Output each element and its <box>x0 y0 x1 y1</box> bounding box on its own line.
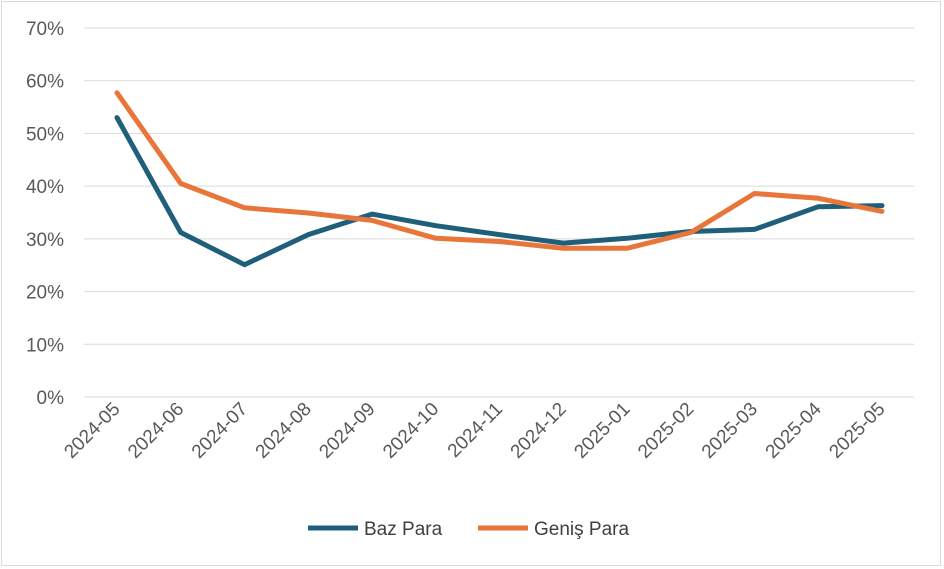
y-axis-tick-labels: 0% 10% 20% 30% 40% 50% 60% 70% <box>26 19 64 409</box>
y-tick-label: 0% <box>37 388 65 409</box>
grid-lines <box>84 27 914 398</box>
x-tick-label: 2024-07 <box>188 399 252 463</box>
y-tick-label: 30% <box>26 230 64 251</box>
x-tick-label: 2025-01 <box>570 399 634 463</box>
y-tick-label: 10% <box>26 335 64 356</box>
y-tick-label: 50% <box>26 124 64 145</box>
x-tick-label: 2024-05 <box>60 399 124 463</box>
x-tick-label: 2025-02 <box>634 399 698 463</box>
series-line-genis-para <box>114 90 885 251</box>
x-tick-label: 2024-10 <box>379 399 443 463</box>
x-tick-label: 2025-03 <box>698 399 762 463</box>
legend-label-genis-para: Geniş Para <box>534 519 629 540</box>
series-lines <box>114 90 885 268</box>
series-line-baz-para <box>114 115 885 268</box>
y-tick-label: 60% <box>26 72 64 93</box>
x-tick-label: 2025-05 <box>825 399 889 463</box>
y-tick-label: 70% <box>26 19 64 40</box>
x-tick-label: 2024-09 <box>315 399 379 463</box>
y-tick-label: 40% <box>26 177 64 198</box>
legend-label-baz-para: Baz Para <box>364 519 443 540</box>
x-tick-label: 2024-12 <box>507 399 571 463</box>
legend: Baz Para Geniş Para <box>308 519 629 540</box>
x-tick-label: 2025-04 <box>762 398 826 462</box>
y-tick-label: 20% <box>26 283 64 304</box>
x-tick-label: 2024-06 <box>124 399 188 463</box>
x-tick-label: 2024-11 <box>444 399 507 462</box>
x-tick-label: 2024-08 <box>252 399 316 463</box>
x-axis-tick-labels: 2024-05 2024-06 2024-07 2024-08 2024-09 2024-… <box>60 398 889 462</box>
